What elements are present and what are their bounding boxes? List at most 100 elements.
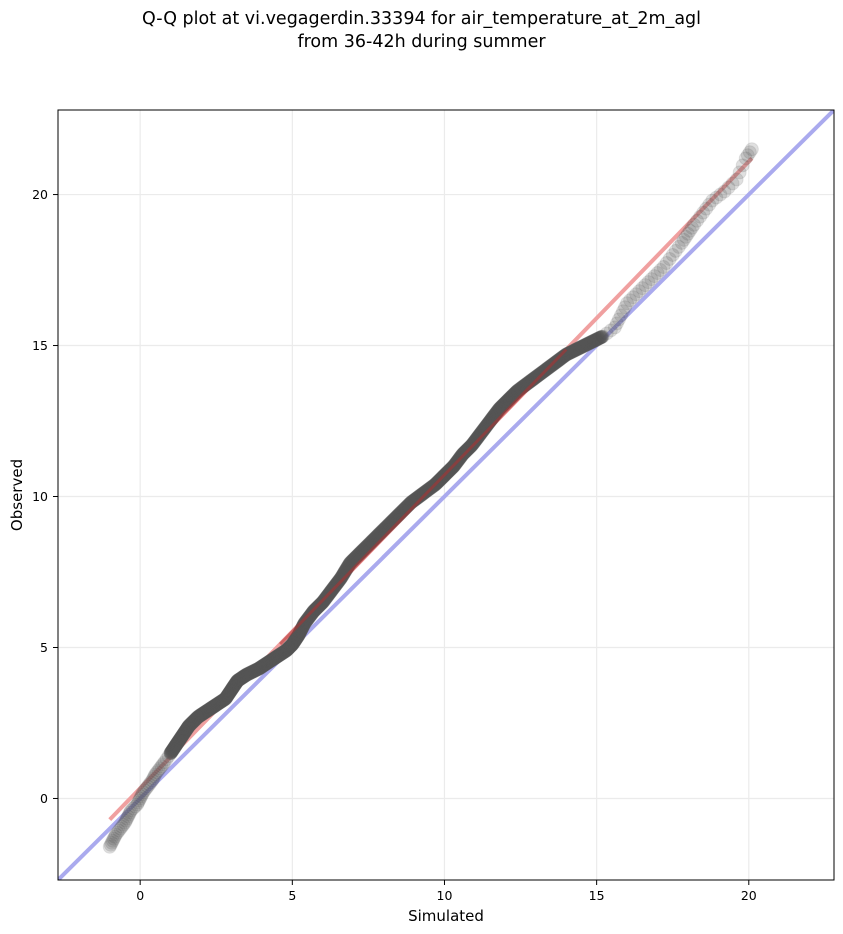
quantile-point — [493, 400, 508, 415]
quantile-point — [285, 637, 300, 652]
quantile-point — [298, 615, 313, 630]
quantile-point — [626, 290, 641, 305]
quantile-point — [618, 300, 633, 315]
quantile-point — [495, 398, 510, 413]
quantile-point — [286, 635, 301, 650]
quantile-point — [257, 657, 272, 672]
data-layer — [58, 110, 834, 880]
quantile-point — [468, 433, 483, 448]
quantile-point — [500, 393, 515, 408]
quantile-point — [275, 646, 290, 661]
quantile-point — [584, 335, 599, 350]
quantile-point — [184, 716, 199, 731]
quantile-point — [145, 773, 160, 788]
quantile-point — [228, 676, 243, 691]
quantile-point — [413, 488, 428, 503]
quantile-point — [611, 312, 626, 327]
quantile-point — [201, 702, 216, 717]
quantile-point — [244, 665, 259, 680]
quantile-point — [113, 821, 128, 836]
quantile-point — [288, 632, 303, 647]
quantile-point — [287, 634, 302, 649]
quantile-point — [192, 708, 207, 723]
quantile-point — [220, 688, 235, 703]
quantile-point — [282, 640, 297, 655]
quantile-point — [124, 803, 139, 818]
quantile-point — [107, 829, 122, 844]
quantile-point — [152, 761, 167, 776]
quantile-point — [527, 370, 542, 385]
quantile-point — [252, 661, 267, 676]
quantile-point — [194, 707, 209, 722]
quantile-point — [587, 333, 602, 348]
quantile-point — [210, 696, 225, 711]
quantile-point — [270, 649, 285, 664]
quantile-point — [344, 554, 359, 569]
quantile-point — [330, 575, 345, 590]
quantile-point — [578, 338, 593, 353]
quantile-point — [188, 712, 203, 727]
quantile-point — [279, 643, 294, 658]
quantile-point — [277, 644, 292, 659]
quantile-point — [290, 629, 305, 644]
x-tick-label: 0 — [136, 888, 144, 903]
quantile-point — [609, 316, 624, 331]
quantile-point — [130, 797, 145, 812]
quantile-point — [303, 608, 318, 623]
quantile-point — [173, 731, 188, 746]
quantile-point — [738, 151, 753, 166]
quantile-point — [247, 663, 262, 678]
quantile-point — [554, 351, 569, 366]
quantile-point — [593, 330, 608, 345]
quantile-point — [263, 654, 278, 669]
quantile-point — [248, 663, 263, 678]
quantile-point — [553, 352, 568, 367]
quantile-point — [506, 387, 521, 402]
quantile-point — [265, 652, 280, 667]
quantile-point — [229, 675, 244, 690]
quantile-point — [330, 576, 345, 591]
fit-line-dense-segment — [279, 348, 568, 646]
quantile-point — [632, 284, 647, 299]
quantile-point — [211, 696, 226, 711]
quantile-point — [136, 785, 151, 800]
quantile-point — [508, 386, 523, 401]
quantile-point — [264, 653, 279, 668]
quantile-point — [195, 706, 210, 721]
quantile-point — [180, 720, 195, 735]
quantile-point — [237, 669, 252, 684]
quantile-point — [254, 659, 269, 674]
quantile-point — [168, 738, 183, 753]
x-tick-label: 15 — [589, 888, 605, 903]
quantile-point — [232, 672, 247, 687]
x-tick-label: 5 — [288, 888, 296, 903]
quantile-point — [234, 671, 249, 686]
quantile-point — [166, 742, 181, 757]
quantile-point — [140, 779, 155, 794]
quantile-point — [245, 664, 260, 679]
quantile-point — [638, 278, 653, 293]
quantile-point — [166, 741, 181, 756]
quantile-point — [583, 335, 598, 350]
quantile-point — [147, 769, 162, 784]
quantile-point — [471, 429, 486, 444]
quantile-point — [647, 269, 662, 284]
quantile-point — [270, 649, 285, 664]
quantile-point — [235, 670, 250, 685]
quantile-point — [159, 752, 174, 767]
quantile-point — [128, 799, 143, 814]
quantile-point — [678, 229, 693, 244]
quantile-point — [472, 428, 487, 443]
quantile-point — [228, 677, 243, 692]
quantile-point — [169, 737, 184, 752]
quantile-point — [629, 287, 644, 302]
quantile-point — [687, 217, 702, 232]
quantile-point — [416, 486, 431, 501]
quantile-point — [187, 713, 202, 728]
axis-ticks: 0 5 10 15 20 0 5 10 15 20 — [32, 187, 757, 903]
quantile-point — [508, 385, 523, 400]
quantile-point — [230, 674, 245, 689]
quantile-point — [302, 609, 317, 624]
quantile-point — [114, 819, 129, 834]
chart-title: Q-Q plot at vi.vegagerdin.33394 for air_… — [0, 8, 843, 54]
